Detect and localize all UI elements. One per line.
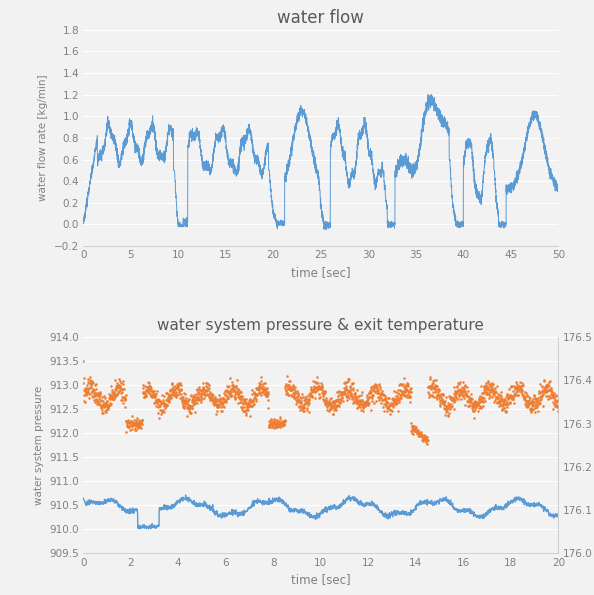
Y-axis label: water system pressure: water system pressure — [34, 386, 43, 505]
X-axis label: time [sec]: time [sec] — [291, 266, 350, 279]
Title: water system pressure & exit temperature: water system pressure & exit temperature — [157, 318, 484, 333]
Y-axis label: water flow rate [kg/min]: water flow rate [kg/min] — [38, 74, 48, 201]
X-axis label: time [sec]: time [sec] — [291, 573, 350, 586]
Title: water flow: water flow — [277, 9, 364, 27]
